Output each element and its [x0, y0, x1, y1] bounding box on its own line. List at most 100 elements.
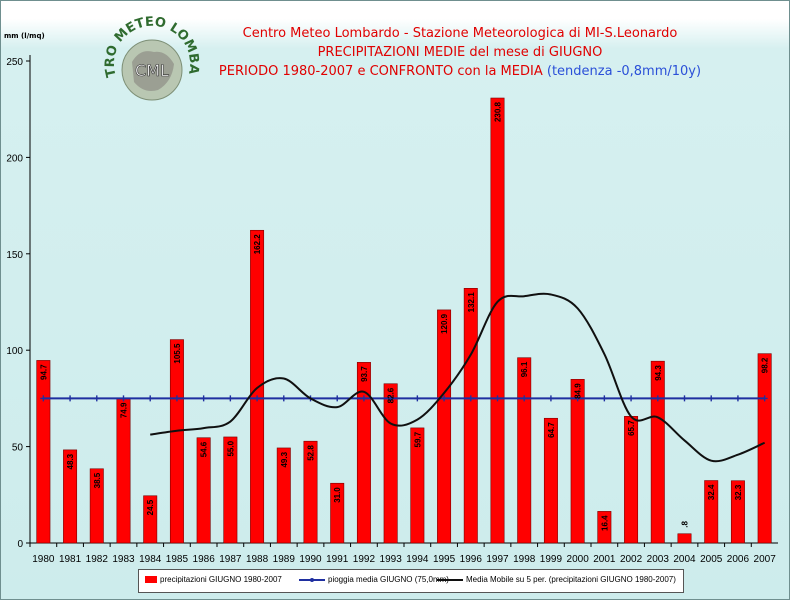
x-tick-label: 1996: [460, 554, 483, 565]
bar-value-label: 94.3: [654, 365, 663, 381]
bar-value-label: 48.3: [66, 453, 75, 469]
x-tick-label: 1981: [59, 554, 82, 565]
x-tick-label: 1985: [166, 554, 189, 565]
logo-center-text: CML: [135, 61, 169, 80]
bar: [597, 511, 612, 544]
bar-value-label: 64.7: [547, 422, 556, 438]
legend-swatch-bars: [145, 576, 157, 584]
bar-value-label: 16.4: [600, 515, 609, 531]
chart-title-line-2: PRECIPITAZIONI MEDIE del mese di GIUGNO: [317, 45, 603, 60]
bar: [437, 309, 452, 544]
bar: [223, 436, 238, 544]
bar: [704, 480, 719, 544]
mean-point: [441, 395, 448, 402]
mean-point: [40, 395, 47, 402]
mean-point: [761, 395, 768, 402]
bar: [757, 353, 772, 544]
mean-point: [708, 395, 715, 402]
x-tick-label: 1984: [139, 554, 162, 565]
x-tick-label: 1994: [406, 554, 429, 565]
mean-point: [173, 395, 180, 402]
x-tick-label: 2005: [700, 554, 723, 565]
mean-point: [521, 395, 528, 402]
bar: [63, 449, 78, 544]
bar-value-label: 74.9: [120, 402, 129, 418]
bar: [250, 229, 265, 544]
y-axis-unit-label: mm (l/mq): [4, 32, 45, 40]
legend-label-mean: pioggia media GIUGNO (75,0mm): [328, 575, 449, 584]
mean-point: [414, 395, 421, 402]
bar-value-label: 96.1: [520, 361, 529, 377]
bar-value-label: 38.5: [93, 472, 102, 488]
chart-title-trend: (tendenza -0,8mm/10y): [546, 64, 702, 79]
bar: [383, 383, 398, 544]
x-tick-label: 2004: [673, 554, 696, 565]
bar: [410, 427, 425, 544]
legend-label-moving-avg: Media Mobile su 5 per. (precipitazioni G…: [466, 575, 676, 584]
bar-value-label: 82.6: [387, 387, 396, 403]
legend-item-moving-avg: Media Mobile su 5 per. (precipitazioni G…: [437, 575, 676, 584]
mean-point: [200, 395, 207, 402]
x-tick-label: 1983: [112, 554, 135, 565]
bar: [303, 440, 318, 544]
mean-point: [734, 395, 741, 402]
bar: [36, 360, 51, 544]
x-tick-label: 1997: [486, 554, 509, 565]
mean-line-series: [40, 395, 768, 402]
moving-average-line: [150, 292, 766, 463]
y-tick-label: 150: [6, 250, 23, 261]
mean-point: [334, 395, 341, 402]
chart-legend: precipitazioni GIUGNO 1980-2007 pioggia …: [138, 569, 684, 593]
y-tick-labels: 0 50 100 150 200 250: [6, 57, 30, 550]
bar: [276, 447, 291, 544]
bar-value-labels: 94.7 48.3 38.5 74.9 24.5 105.5 54.6 55.0 162.2 49…: [39, 101, 769, 530]
y-tick-label: 100: [6, 346, 23, 357]
mean-point: [467, 395, 474, 402]
bar: [517, 357, 532, 544]
mean-point: [227, 395, 234, 402]
mean-point: [360, 395, 367, 402]
bar-value-label: 32.3: [734, 484, 743, 500]
bar: [650, 360, 665, 544]
bar-value-label: 55.0: [226, 440, 235, 456]
bar-value-label: 31.0: [333, 487, 342, 503]
chart-title-line-3: PERIODO 1980-2007 e CONFRONTO con la MED…: [180, 64, 740, 79]
x-tick-label: 1993: [380, 554, 403, 565]
x-tick-label: 1998: [513, 554, 536, 565]
bar-series: [36, 97, 772, 544]
chart-title-period: PERIODO 1980-2007 e CONFRONTO con la MED…: [218, 64, 543, 79]
y-tick-label: 50: [12, 443, 24, 454]
bar-value-label: 49.3: [280, 451, 289, 467]
legend-item-mean: pioggia media GIUGNO (75,0mm): [299, 575, 449, 584]
legend-swatch-moving-avg: [437, 578, 463, 581]
bar: [730, 480, 745, 544]
x-tick-label: 2002: [620, 554, 643, 565]
bar-value-label: 84.9: [574, 383, 583, 399]
bar: [116, 398, 131, 544]
bar: [570, 379, 585, 544]
chart-axes: [29, 55, 778, 544]
x-tick-label: 1980: [32, 554, 55, 565]
x-tick-label: 1995: [433, 554, 456, 565]
bar-value-label: 132.1: [467, 292, 476, 313]
x-tick-label: 1987: [219, 554, 242, 565]
moving-average-series: [150, 292, 766, 463]
x-tick-label: 1992: [353, 554, 376, 565]
mean-point: [254, 395, 261, 402]
mean-point: [120, 395, 127, 402]
bar: [677, 533, 692, 544]
bar-value-label: 98.2: [761, 357, 770, 373]
bar-value-label: 54.6: [200, 441, 209, 457]
legend-label-bars: precipitazioni GIUGNO 1980-2007: [160, 575, 282, 584]
bar-value-label: .8: [681, 521, 690, 528]
mean-point: [654, 395, 661, 402]
bar-value-label: 93.7: [360, 366, 369, 382]
x-tick-label: 2000: [567, 554, 590, 565]
mean-point: [601, 395, 608, 402]
x-tick-label: 1989: [273, 554, 296, 565]
bar: [330, 482, 345, 544]
bar: [89, 468, 104, 544]
bar-value-label: 52.8: [307, 445, 316, 461]
bar-value-label: 94.7: [39, 364, 48, 380]
